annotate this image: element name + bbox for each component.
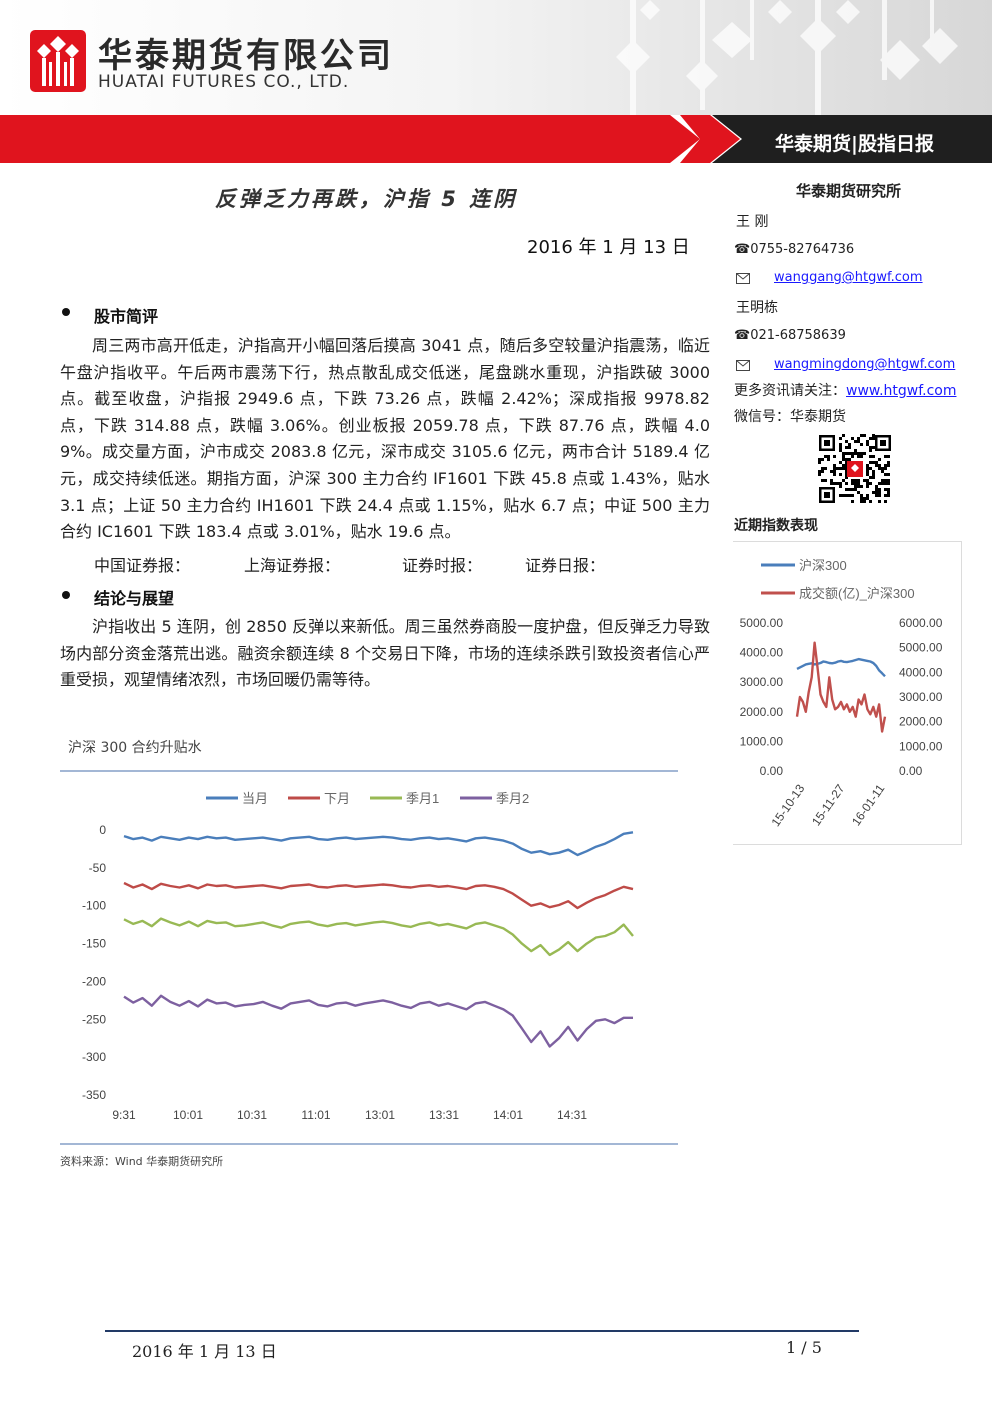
right-y-tick-label: 1000.00	[899, 739, 943, 753]
envelope-icon	[736, 360, 750, 371]
series-line	[123, 881, 634, 910]
right-y-tick-label: 3000.00	[899, 690, 943, 704]
footer-divider	[105, 1330, 859, 1332]
chart-border-top	[60, 770, 678, 772]
x-tick-label: 10:31	[237, 1108, 267, 1122]
y-tick-label: -250	[82, 1012, 106, 1026]
right-y-tick-label: 0.00	[899, 764, 923, 778]
media-list: 中国证券报： 上海证券报： 证券时报： 证券日报：	[94, 552, 605, 576]
left-y-tick-label: 0.00	[760, 764, 784, 778]
series-line	[795, 641, 887, 733]
x-tick-label: 11:01	[301, 1108, 330, 1122]
analyst-name: 王明栋	[736, 300, 778, 316]
series-line	[123, 917, 634, 957]
basis-line-chart: 当月 下月 季月1 季月2 0 -50 -100 -150 -200 -250 -300 -350 9:…	[82, 791, 634, 1122]
recent-chart-frame	[733, 541, 962, 845]
page-title: 反弹乏力再跌，沪指 5 连阴	[215, 187, 518, 211]
x-tick-label: 13:31	[429, 1108, 459, 1122]
chart-border-bottom	[60, 1143, 678, 1145]
recent-performance-title: 近期指数表现	[734, 518, 818, 534]
section-bullet	[62, 591, 70, 599]
analyst-name: 王 刚	[736, 214, 769, 230]
website-link[interactable]: www.htgwf.com	[846, 383, 957, 399]
right-y-tick-label: 4000.00	[899, 665, 943, 679]
section-title-market-review: 股市简评	[94, 307, 159, 326]
y-tick-label: 0	[99, 823, 106, 837]
right-y-tick-label: 6000.00	[899, 616, 943, 630]
wechat-id: 微信号：华泰期货	[734, 409, 846, 425]
y-tick-label: -100	[82, 899, 106, 913]
right-y-tick-label: 2000.00	[899, 715, 943, 729]
follow-label: 更多资讯请关注：	[734, 383, 846, 399]
market-review-paragraph: 周三两市高开低走，沪指高开小幅回落后摸高 3041 点，随后多空较量沪指震荡，临…	[60, 336, 710, 542]
y-tick-label: -50	[89, 861, 107, 875]
media-item: 证券日报：	[525, 556, 606, 575]
media-item: 中国证券报：	[94, 556, 191, 575]
huatai-logo-icon	[30, 30, 86, 92]
section-title-outlook: 结论与展望	[94, 589, 175, 608]
header-red-banner	[0, 115, 992, 163]
decorative-pattern	[616, 0, 958, 115]
series-line	[123, 994, 633, 1048]
left-y-tick-label: 2000.00	[740, 705, 784, 719]
legend-label: 沪深300	[799, 558, 847, 573]
analyst-phone: ☎0755-82764736	[734, 242, 855, 257]
legend-label: 当月	[242, 791, 268, 806]
left-y-tick-label: 1000.00	[740, 734, 784, 748]
x-tick-label: 10:01	[173, 1108, 203, 1122]
media-item: 上海证券报：	[244, 556, 341, 575]
media-item: 证券时报：	[402, 556, 483, 575]
y-tick-label: -200	[82, 974, 106, 988]
x-tick-label: 9:31	[112, 1108, 136, 1122]
page-number: 1 / 5	[786, 1338, 822, 1357]
outlook-paragraph: 沪指收出 5 连阴，创 2850 反弹以来新低。周三虽然券商股一度护盘，但反弹乏…	[60, 617, 710, 690]
report-name: 华泰期货|股指日报	[775, 133, 934, 155]
legend-label: 季月1	[406, 791, 439, 806]
legend-label: 季月2	[496, 791, 529, 806]
institute-name: 华泰期货研究所	[796, 182, 902, 200]
analyst-email-link[interactable]: wanggang@htgwf.com	[774, 270, 923, 285]
x-tick-label: 14:01	[493, 1108, 523, 1122]
recent-index-chart: 沪深300 成交额(亿)_沪深300 5000.00 4000.00 3000.00 20…	[740, 558, 943, 829]
footer-date: 2016 年 1 月 13 日	[132, 1342, 277, 1361]
section-bullet	[62, 308, 70, 316]
left-y-tick-label: 5000.00	[740, 616, 784, 630]
company-name-cn: 华泰期货有限公司	[98, 36, 394, 76]
x-tick-label: 16-01-11	[849, 781, 888, 828]
x-tick-label: 15-10-13	[768, 781, 807, 829]
data-source-note: 资料来源：Wind 华泰期货研究所	[60, 1155, 224, 1168]
y-tick-label: -350	[82, 1088, 106, 1102]
x-tick-label: 13:01	[365, 1108, 395, 1122]
x-tick-label: 15-11-27	[809, 781, 848, 828]
report-date: 2016 年 1 月 13 日	[527, 237, 690, 258]
analyst-phone: ☎021-68758639	[734, 328, 846, 343]
series-line	[123, 831, 634, 857]
y-tick-label: -150	[82, 937, 106, 951]
series-line	[796, 657, 886, 678]
follow-us: 更多资讯请关注：www.htgwf.com	[734, 380, 956, 400]
legend-label: 下月	[324, 791, 350, 806]
right-y-tick-label: 5000.00	[899, 641, 943, 655]
left-y-tick-label: 4000.00	[740, 646, 784, 660]
qr-code-icon	[818, 434, 892, 504]
left-y-tick-label: 3000.00	[740, 675, 784, 689]
x-tick-label: 14:31	[557, 1108, 587, 1122]
chart-title: 沪深 300 合约升贴水	[68, 740, 202, 756]
legend-label: 成交额(亿)_沪深300	[799, 586, 915, 601]
company-name-en: HUATAI FUTURES CO., LTD.	[98, 72, 350, 92]
header-background	[0, 0, 992, 115]
analyst-email-link[interactable]: wangmingdong@htgwf.com	[774, 357, 956, 372]
envelope-icon	[736, 273, 750, 284]
y-tick-label: -300	[82, 1050, 106, 1064]
